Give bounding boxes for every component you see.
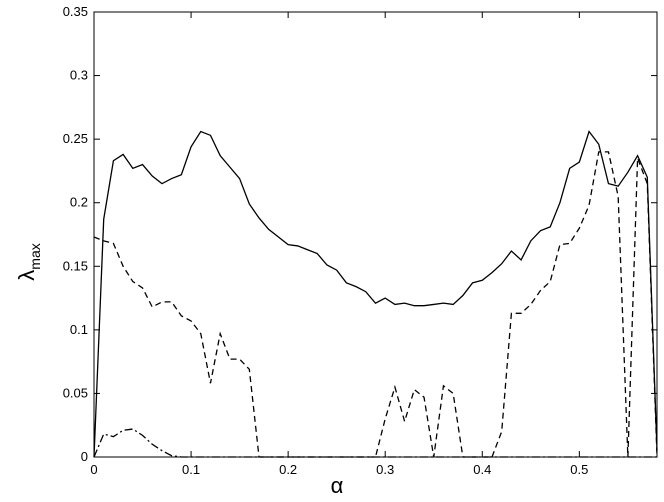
y-axis-label: λmax (14, 243, 43, 280)
x-tick-label: 0.1 (182, 462, 200, 477)
x-tick-label: 0 (90, 462, 97, 477)
plot-frame (93, 11, 658, 458)
data-line (93, 151, 658, 458)
data-line (93, 428, 657, 458)
y-axis-symbol: λ (14, 270, 39, 281)
y-tick-label: 0.15 (63, 258, 88, 273)
x-tick-label: 0.2 (279, 462, 297, 477)
x-tick-label: 0.3 (376, 462, 394, 477)
y-tick-label: 0.05 (63, 385, 88, 400)
x-tick-label: 0.5 (570, 462, 588, 477)
y-tick-label: 0.35 (63, 4, 88, 19)
y-tick-label: 0.25 (63, 131, 88, 146)
y-axis-subscript: max (27, 243, 43, 269)
data-line (93, 130, 658, 458)
y-tick-label: 0.2 (70, 195, 88, 210)
x-tick-label: 0.4 (473, 462, 491, 477)
y-tick-label: 0.1 (70, 322, 88, 337)
x-axis-label: α (331, 473, 344, 498)
y-tick-label: 0 (81, 449, 88, 464)
y-tick-label: 0.3 (70, 68, 88, 83)
